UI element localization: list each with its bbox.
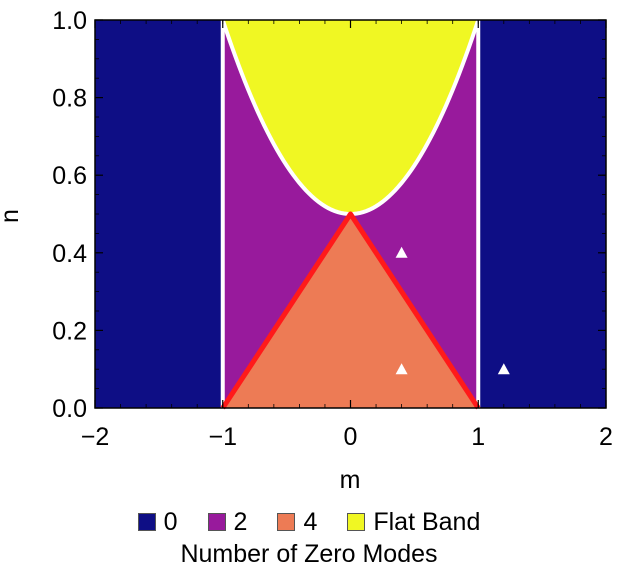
y-tick-label: 0.6 bbox=[52, 162, 87, 190]
x-tick-label: 0 bbox=[344, 423, 358, 451]
legend-item-flat-band: Flat Band bbox=[347, 508, 480, 537]
legend-swatch bbox=[277, 513, 296, 531]
legend-title: Number of Zero Modes bbox=[180, 540, 438, 568]
boundary-triangle bbox=[220, 211, 481, 410]
region-plot: −2 −1 0 1 2 0.0 0.2 0.4 0.6 0.8 1.0 m n bbox=[0, 7, 613, 494]
y-tick-label: 0.8 bbox=[52, 85, 87, 113]
legend-label: 0 bbox=[163, 507, 178, 536]
legend-swatch bbox=[137, 513, 156, 531]
x-tick-label: 1 bbox=[471, 423, 485, 451]
legend-label: 2 bbox=[233, 507, 248, 536]
x-tick-label: −2 bbox=[81, 423, 110, 451]
y-tick-label: 0.2 bbox=[52, 317, 87, 345]
y-tick-label: 1.0 bbox=[52, 7, 87, 35]
x-axis-label: m bbox=[340, 466, 361, 494]
marker-0 bbox=[395, 246, 408, 258]
legend: 0 2 4 Flat Band bbox=[0, 505, 618, 539]
y-tick-label: 0.0 bbox=[52, 395, 87, 423]
y-axis-label: n bbox=[0, 209, 24, 223]
legend-item-4: 4 bbox=[277, 508, 317, 537]
legend-item-2: 2 bbox=[207, 507, 248, 537]
y-tick-label: 0.4 bbox=[52, 240, 87, 268]
axes: −2 −1 0 1 2 0.0 0.2 0.4 0.6 0.8 1.0 bbox=[52, 7, 613, 451]
marker-2 bbox=[497, 363, 510, 375]
x-tick-label: −1 bbox=[208, 423, 237, 451]
region-0-left bbox=[95, 20, 223, 408]
legend-item-0: 0 bbox=[137, 507, 178, 537]
legend-swatch bbox=[207, 513, 226, 531]
marker-1 bbox=[395, 363, 408, 375]
region-0-right bbox=[478, 20, 606, 408]
legend-label: Flat Band bbox=[373, 507, 481, 536]
region-4 bbox=[222, 214, 479, 408]
x-tick-label: 2 bbox=[599, 423, 613, 451]
legend-swatch bbox=[347, 513, 366, 531]
legend-label: 4 bbox=[303, 507, 318, 536]
plot-area bbox=[95, 19, 606, 410]
